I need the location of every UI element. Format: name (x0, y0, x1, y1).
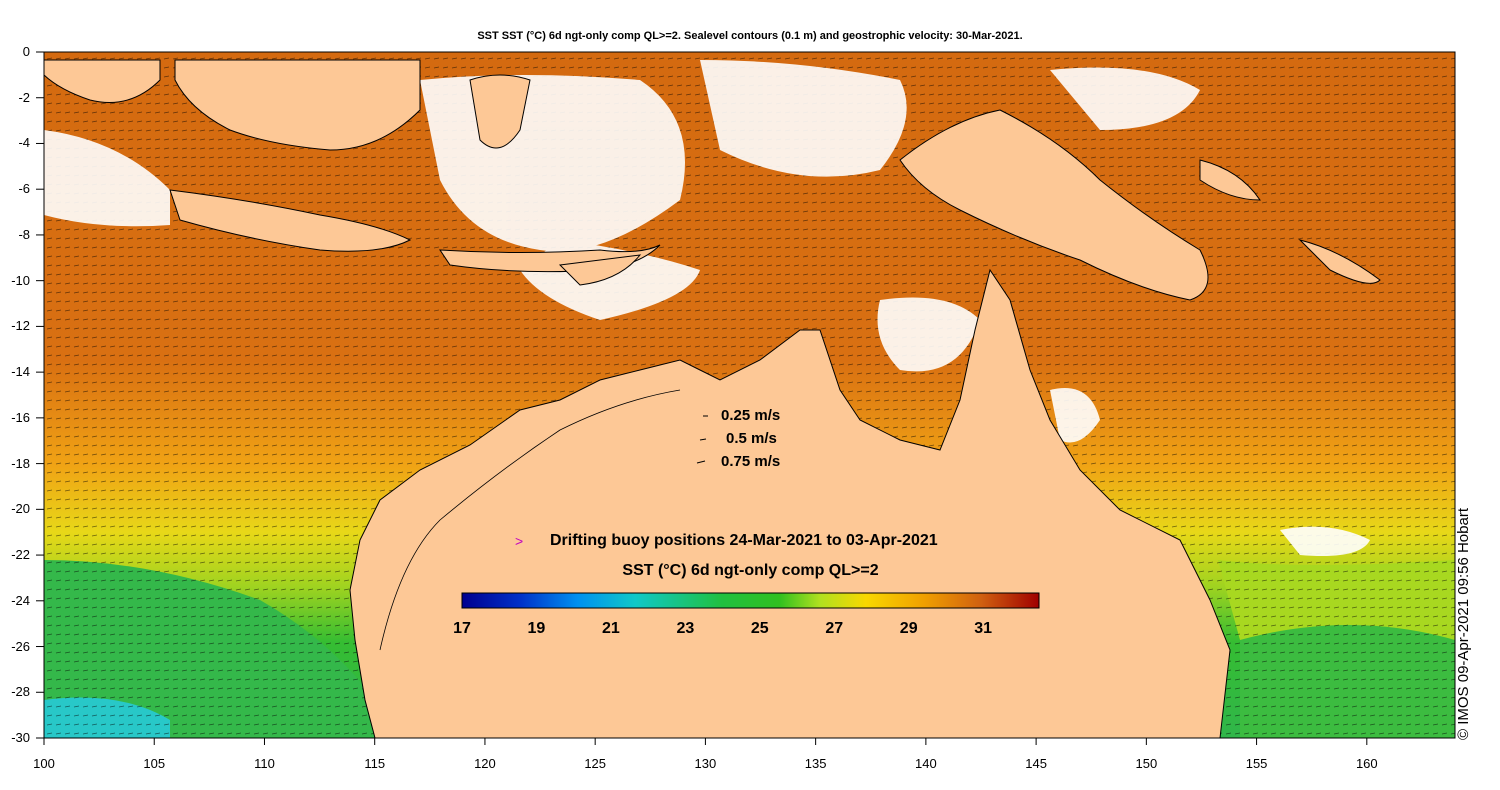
colorbar-tick-label: 19 (527, 620, 546, 637)
y-tick-label: -10 (11, 272, 30, 288)
credit-label: © IMOS 09-Apr-2021 09:56 Hobart (1455, 507, 1472, 740)
x-tick-label: 160 (1355, 756, 1378, 771)
y-tick-label: -8 (18, 226, 30, 242)
x-tick-label: 100 (33, 756, 55, 771)
colorbar-tick-label: 29 (899, 620, 918, 637)
velocity-legend-025: 0.25 m/s (721, 407, 781, 424)
colorbar-tick-label: 23 (676, 620, 695, 637)
y-tick-label: -24 (11, 592, 30, 608)
colorbar-title: SST (°C) 6d ngt-only comp QL>=2 (622, 562, 879, 579)
y-tick-label: -16 (11, 409, 30, 425)
velocity-legend-arrows (696, 415, 708, 464)
colorbar-tick-label: 27 (825, 620, 844, 637)
x-tick-label: 150 (1135, 756, 1158, 771)
sulawesi-landmass (469, 74, 531, 149)
buoy-marker-icon: > (515, 533, 524, 549)
arrow-075 (696, 460, 706, 464)
y-tick-label: -26 (11, 638, 30, 654)
colorbar-tick-label: 21 (601, 620, 620, 637)
x-tick-label: 120 (474, 756, 496, 771)
buoy-legend-label: Drifting buoy positions 24-Mar-2021 to 0… (550, 532, 938, 549)
y-tick-label: -12 (11, 318, 30, 334)
x-tick-label: 115 (364, 756, 386, 771)
y-tick-label: -30 (11, 730, 30, 745)
y-axis-ticks (36, 51, 44, 739)
x-tick-label: 105 (143, 756, 166, 771)
x-tick-label: 110 (254, 756, 275, 771)
map-frame (43, 51, 1456, 739)
java-landmass (169, 189, 412, 252)
new-britain-landmass (1199, 159, 1261, 201)
australia-landmass (349, 268, 1231, 739)
land (43, 59, 1381, 739)
y-tick-label: -6 (18, 181, 30, 197)
y-tick-label: -18 (11, 455, 30, 471)
borneo-landmass (174, 59, 421, 151)
new-guinea-landmass (899, 109, 1209, 301)
velocity-legend-075: 0.75 m/s (721, 453, 781, 470)
x-tick-label: 145 (1025, 756, 1047, 771)
colorbar-tick-label: 31 (974, 620, 993, 637)
timor-landmass (558, 254, 642, 286)
solomon-landmass (1298, 239, 1381, 284)
y-tick-label: -20 (11, 501, 30, 517)
x-tick-label: 125 (584, 756, 607, 771)
x-axis-ticks (43, 738, 1368, 745)
x-tick-label: 140 (915, 756, 937, 771)
velocity-legend-050: 0.5 m/s (726, 430, 777, 447)
y-tick-label: -22 (11, 547, 30, 563)
colorbar-tick-label: 17 (453, 620, 471, 637)
sumatra-landmass (43, 59, 161, 103)
y-tick-label: -2 (18, 89, 30, 105)
y-tick-label: -4 (18, 135, 30, 151)
x-tick-label: 135 (804, 756, 827, 771)
map-title: SST SST (°C) 6d ngt-only comp QL>=2. Sea… (477, 30, 1023, 42)
y-tick-label: -28 (11, 684, 30, 700)
shelf-contour (379, 389, 681, 651)
y-tick-label: 0 (22, 44, 30, 59)
x-tick-label: 155 (1245, 756, 1268, 771)
arrow-050 (699, 438, 707, 441)
y-tick-label: -14 (11, 364, 30, 380)
colorbar-tick-label: 25 (750, 620, 769, 637)
colorbar (461, 592, 1040, 609)
x-tick-label: 130 (694, 756, 717, 771)
cloud-masks (44, 60, 1370, 556)
